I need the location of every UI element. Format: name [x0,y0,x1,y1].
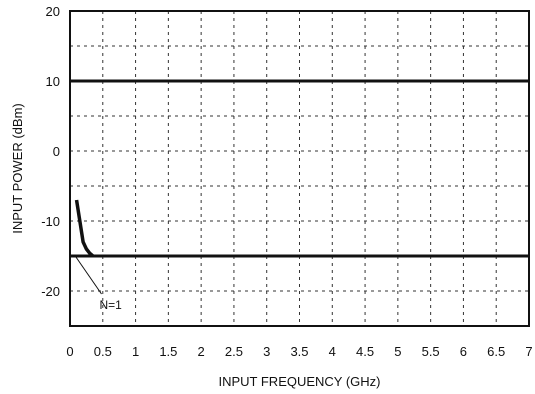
x-tick-label: 6 [460,344,467,359]
x-tick-label: 0 [66,344,73,359]
x-tick-label: 5.5 [422,344,440,359]
x-tick-label: 4.5 [356,344,374,359]
x-tick-label: 6.5 [487,344,505,359]
y-tick-label: -10 [41,214,60,229]
y-tick-label: 10 [46,74,60,89]
series-line [74,199,95,258]
x-tick-label: 1.5 [159,344,177,359]
x-tick-label: 4 [329,344,336,359]
y-tick-label: 20 [46,4,60,19]
annotations: N=1 [74,255,123,312]
reference-lines [70,79,529,258]
grid-lines [70,11,529,326]
x-tick-label: 5 [394,344,401,359]
y-tick-label: 0 [53,144,60,159]
x-tick-label: 2 [198,344,205,359]
y-tick-label: -20 [41,284,60,299]
x-tick-label: 7 [525,344,532,359]
x-tick-label: 1 [132,344,139,359]
x-axis-label: INPUT FREQUENCY (GHz) [218,374,380,389]
y-axis-label: INPUT POWER (dBm) [10,103,25,234]
annotation-label: N=1 [100,298,123,312]
x-tick-label: 3 [263,344,270,359]
x-tick-label: 3.5 [290,344,308,359]
series-group [74,199,95,258]
y-tick-labels: 20 10 0 -10 -20 [41,4,60,299]
x-tick-label: 0.5 [94,344,112,359]
annotation-leader [74,255,102,295]
x-tick-label: 2.5 [225,344,243,359]
x-tick-labels: 0 0.5 1 1.5 2 2.5 3 3.5 4 4.5 5 5.5 6 6.5 7 [66,344,532,359]
plot-frame [69,10,530,327]
